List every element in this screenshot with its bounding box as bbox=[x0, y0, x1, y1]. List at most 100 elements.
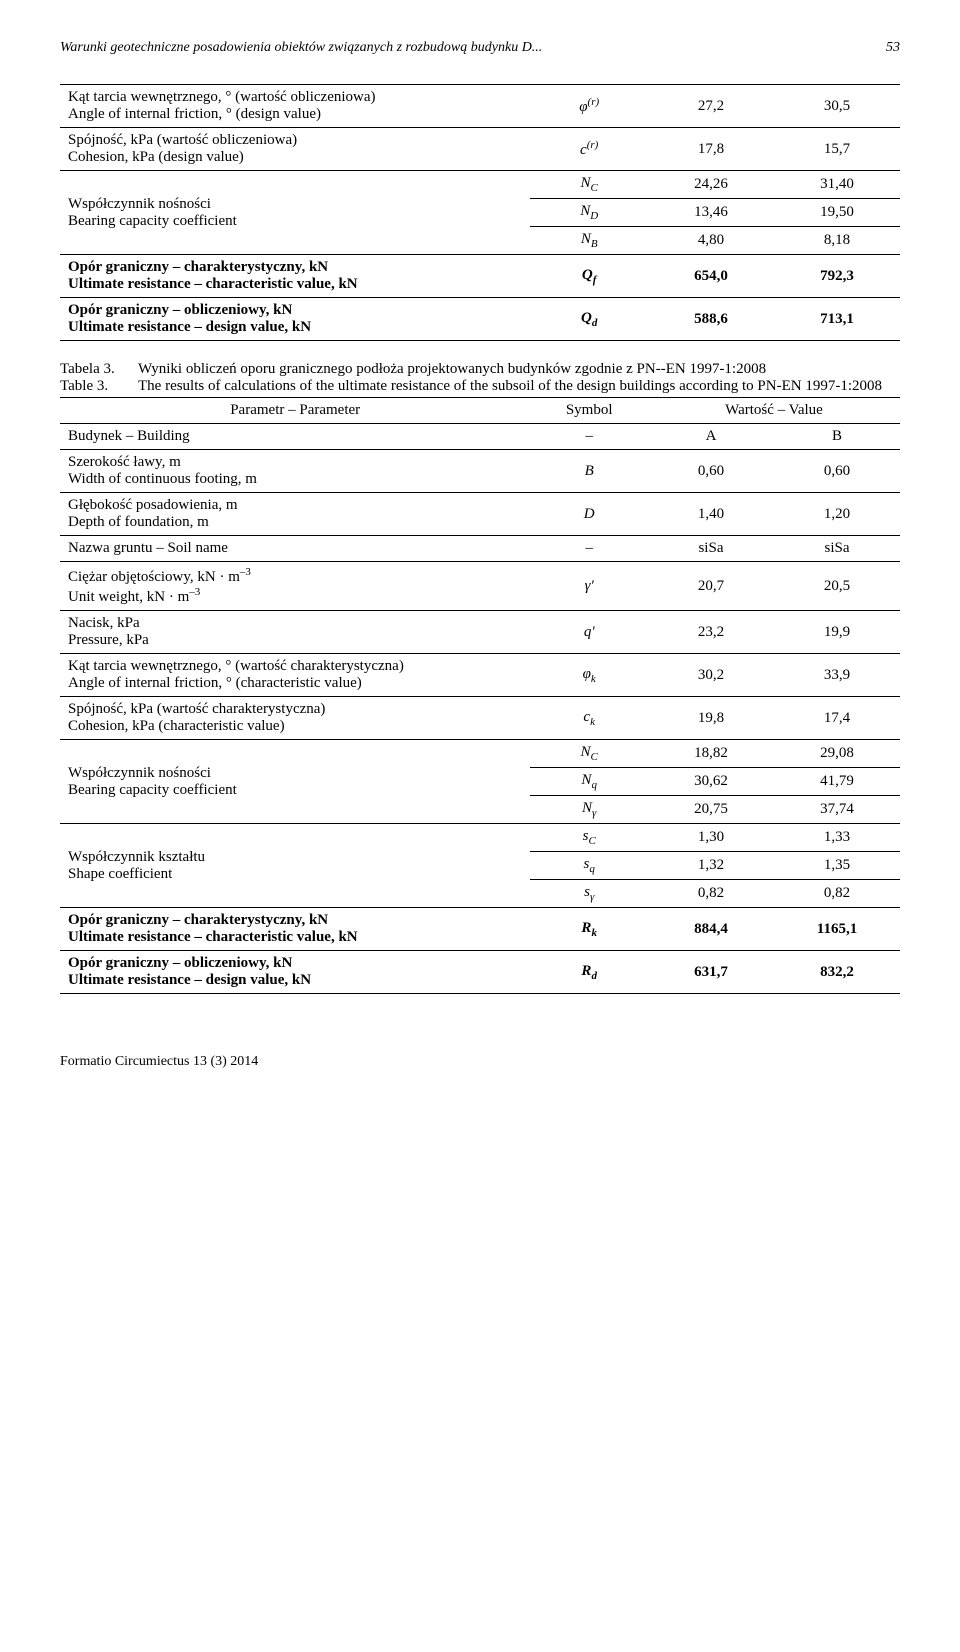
table-row: Ciężar objętościowy, kN · m–3Unit weight… bbox=[60, 562, 900, 611]
table-row: Opór graniczny – charakterystyczny, kNUl… bbox=[60, 255, 900, 298]
row-value: 1,40 bbox=[648, 493, 774, 536]
row-value: 20,5 bbox=[774, 562, 900, 611]
table3-caption: Tabela 3. Wyniki obliczeń oporu graniczn… bbox=[60, 361, 900, 395]
table-row: Budynek – Building–AB bbox=[60, 424, 900, 450]
row-value: 0,60 bbox=[648, 450, 774, 493]
row-label: Spójność, kPa (wartość obliczeniowa)Cohe… bbox=[60, 128, 530, 171]
row-symbol: Nq bbox=[530, 768, 648, 796]
row-value: 13,46 bbox=[648, 199, 774, 227]
row-symbol: φk bbox=[530, 654, 648, 697]
row-value: 27,2 bbox=[648, 85, 774, 128]
row-symbol: q' bbox=[530, 611, 648, 654]
row-symbol: γ' bbox=[530, 562, 648, 611]
row-value: 30,2 bbox=[648, 654, 774, 697]
row-value: 18,82 bbox=[648, 740, 774, 768]
row-label: Opór graniczny – charakterystyczny, kNUl… bbox=[60, 908, 530, 951]
row-value: 31,40 bbox=[774, 171, 900, 199]
table-row: Kąt tarcia wewnętrznego, ° (wartość char… bbox=[60, 654, 900, 697]
row-value: 1,30 bbox=[648, 824, 774, 852]
caption-pl-text: Wyniki obliczeń oporu granicznego podłoż… bbox=[138, 361, 900, 378]
row-label: Spójność, kPa (wartość charakterystyczna… bbox=[60, 697, 530, 740]
row-symbol: φ(r) bbox=[530, 85, 648, 128]
page-header: Warunki geotechniczne posadowienia obiek… bbox=[60, 40, 900, 56]
row-value: 33,9 bbox=[774, 654, 900, 697]
table-row: Nazwa gruntu – Soil name–siSasiSa bbox=[60, 536, 900, 562]
row-value: B bbox=[774, 424, 900, 450]
table-row: Współczynnik nośnościBearing capacity co… bbox=[60, 740, 900, 768]
row-symbol: NC bbox=[530, 740, 648, 768]
row-label: Opór graniczny – charakterystyczny, kNUl… bbox=[60, 255, 530, 298]
row-symbol: sq bbox=[530, 852, 648, 880]
row-label: Opór graniczny – obliczeniowy, kNUltimat… bbox=[60, 298, 530, 341]
row-symbol: Nγ bbox=[530, 796, 648, 824]
col-symbol: Symbol bbox=[530, 398, 648, 424]
row-symbol: – bbox=[530, 536, 648, 562]
header-page: 53 bbox=[886, 40, 900, 56]
row-label: Kąt tarcia wewnętrznego, ° (wartość char… bbox=[60, 654, 530, 697]
row-label: Współczynnik nośnościBearing capacity co… bbox=[60, 740, 530, 824]
table-row: Nacisk, kPaPressure, kPaq'23,219,9 bbox=[60, 611, 900, 654]
row-symbol: NB bbox=[530, 227, 648, 255]
row-symbol: c(r) bbox=[530, 128, 648, 171]
row-value: 713,1 bbox=[774, 298, 900, 341]
row-value: 30,5 bbox=[774, 85, 900, 128]
row-label: Nazwa gruntu – Soil name bbox=[60, 536, 530, 562]
row-value: 17,8 bbox=[648, 128, 774, 171]
row-value: 17,4 bbox=[774, 697, 900, 740]
row-value: 0,82 bbox=[648, 880, 774, 908]
table-1: Kąt tarcia wewnętrznego, ° (wartość obli… bbox=[60, 84, 900, 341]
row-value: 0,82 bbox=[774, 880, 900, 908]
row-value: A bbox=[648, 424, 774, 450]
row-label: Kąt tarcia wewnętrznego, ° (wartość obli… bbox=[60, 85, 530, 128]
row-value: 1,20 bbox=[774, 493, 900, 536]
table-row: Współczynnik nośnościBearing capacity co… bbox=[60, 171, 900, 199]
row-label: Opór graniczny – obliczeniowy, kNUltimat… bbox=[60, 951, 530, 994]
row-value: 792,3 bbox=[774, 255, 900, 298]
row-label: Głębokość posadowienia, mDepth of founda… bbox=[60, 493, 530, 536]
row-value: 0,60 bbox=[774, 450, 900, 493]
row-value: 1,33 bbox=[774, 824, 900, 852]
row-symbol: D bbox=[530, 493, 648, 536]
table-row: Opór graniczny – charakterystyczny, kNUl… bbox=[60, 908, 900, 951]
row-value: 20,7 bbox=[648, 562, 774, 611]
table-row: Kąt tarcia wewnętrznego, ° (wartość obli… bbox=[60, 85, 900, 128]
row-value: 8,18 bbox=[774, 227, 900, 255]
col-param: Parametr – Parameter bbox=[60, 398, 530, 424]
row-value: 1,32 bbox=[648, 852, 774, 880]
row-symbol: Qf bbox=[530, 255, 648, 298]
header-title: Warunki geotechniczne posadowienia obiek… bbox=[60, 40, 542, 56]
row-value: 24,26 bbox=[648, 171, 774, 199]
row-value: 654,0 bbox=[648, 255, 774, 298]
row-label: Współczynnik nośnościBearing capacity co… bbox=[60, 171, 530, 255]
row-value: 30,62 bbox=[648, 768, 774, 796]
row-value: 41,79 bbox=[774, 768, 900, 796]
row-symbol: B bbox=[530, 450, 648, 493]
table-row: Szerokość ławy, mWidth of continuous foo… bbox=[60, 450, 900, 493]
row-label: Nacisk, kPaPressure, kPa bbox=[60, 611, 530, 654]
row-symbol: sγ bbox=[530, 880, 648, 908]
table-row: Współczynnik kształtuShape coefficientsC… bbox=[60, 824, 900, 852]
caption-en-text: The results of calculations of the ultim… bbox=[138, 378, 900, 395]
col-value: Wartość – Value bbox=[648, 398, 900, 424]
row-value: 588,6 bbox=[648, 298, 774, 341]
row-value: 19,8 bbox=[648, 697, 774, 740]
row-symbol: ck bbox=[530, 697, 648, 740]
row-value: 29,08 bbox=[774, 740, 900, 768]
row-value: 1,35 bbox=[774, 852, 900, 880]
row-value: 4,80 bbox=[648, 227, 774, 255]
row-symbol: sC bbox=[530, 824, 648, 852]
row-symbol: Qd bbox=[530, 298, 648, 341]
row-symbol: NC bbox=[530, 171, 648, 199]
row-value: 832,2 bbox=[774, 951, 900, 994]
row-value: 37,74 bbox=[774, 796, 900, 824]
table-row: Spójność, kPa (wartość charakterystyczna… bbox=[60, 697, 900, 740]
row-symbol: ND bbox=[530, 199, 648, 227]
row-value: 23,2 bbox=[648, 611, 774, 654]
table-row: Opór graniczny – obliczeniowy, kNUltimat… bbox=[60, 298, 900, 341]
row-value: 19,50 bbox=[774, 199, 900, 227]
caption-en-label: Table 3. bbox=[60, 378, 138, 395]
row-value: 19,9 bbox=[774, 611, 900, 654]
row-label: Współczynnik kształtuShape coefficient bbox=[60, 824, 530, 908]
table-row: Spójność, kPa (wartość obliczeniowa)Cohe… bbox=[60, 128, 900, 171]
row-symbol: Rk bbox=[530, 908, 648, 951]
